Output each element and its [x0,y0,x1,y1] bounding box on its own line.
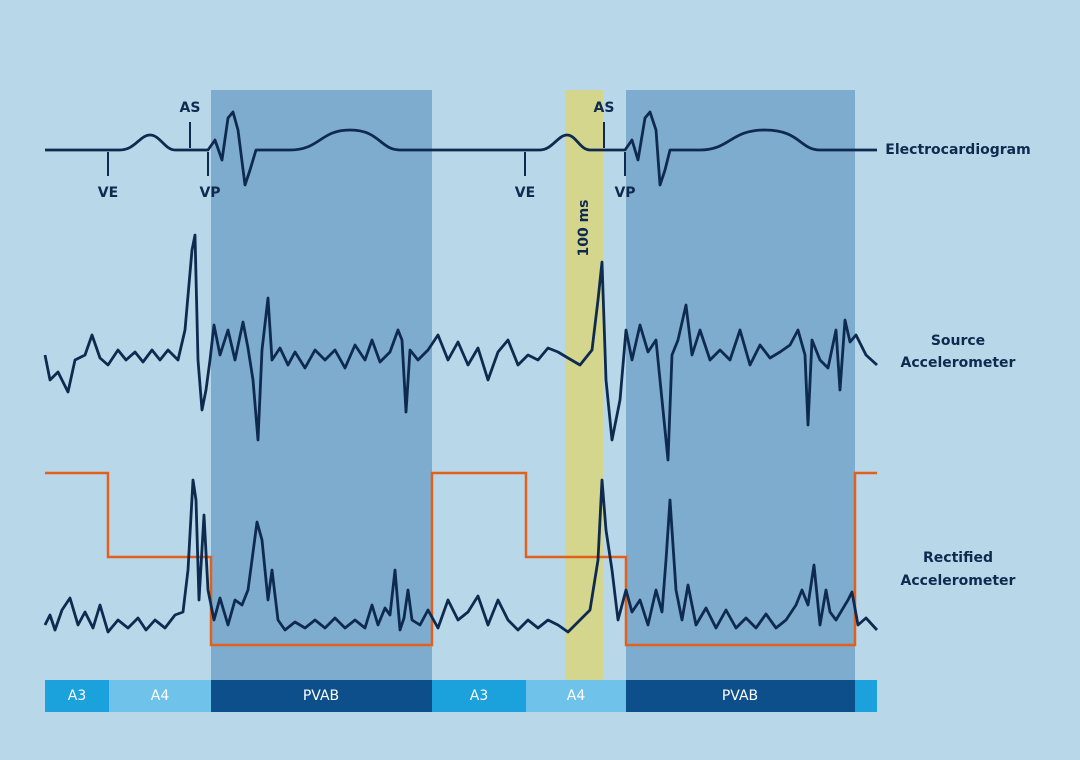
threshold-step [45,471,877,647]
marker-label: AS [594,100,615,116]
source-accelerometer-trace [43,233,878,462]
ecg-trace [45,110,877,187]
trace-label: Rectified [923,550,993,566]
trace-label: Electrocardiogram [885,142,1030,158]
marker-label: VE [98,185,118,201]
rectified-accelerometer-trace [43,478,879,634]
marker-label: VP [199,185,220,201]
marker-label: AS [180,100,201,116]
marker-label: VP [614,185,635,201]
segment-label: A4 [151,688,170,704]
segment-label: A3 [68,688,86,704]
segment-label: PVAB [303,688,339,704]
window-label: 100 ms [576,199,592,256]
time-window [565,90,603,680]
trace-label: Accelerometer [901,573,1016,589]
segment-label: PVAB [722,688,758,704]
marker-label: VE [515,185,535,201]
ecg-marker-ticks [107,122,626,176]
segment-label: A4 [567,688,586,704]
trace-label: Source [931,333,985,349]
segment-bar [45,680,877,712]
segment-label: A3 [470,688,488,704]
trace-label: Accelerometer [901,355,1016,371]
